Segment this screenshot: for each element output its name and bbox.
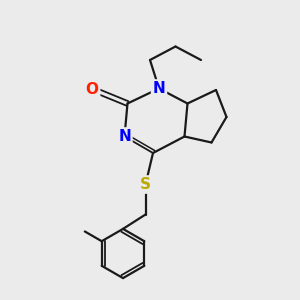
Text: S: S (140, 177, 151, 192)
Text: N: N (118, 129, 131, 144)
Text: O: O (85, 82, 99, 98)
Text: N: N (153, 81, 165, 96)
